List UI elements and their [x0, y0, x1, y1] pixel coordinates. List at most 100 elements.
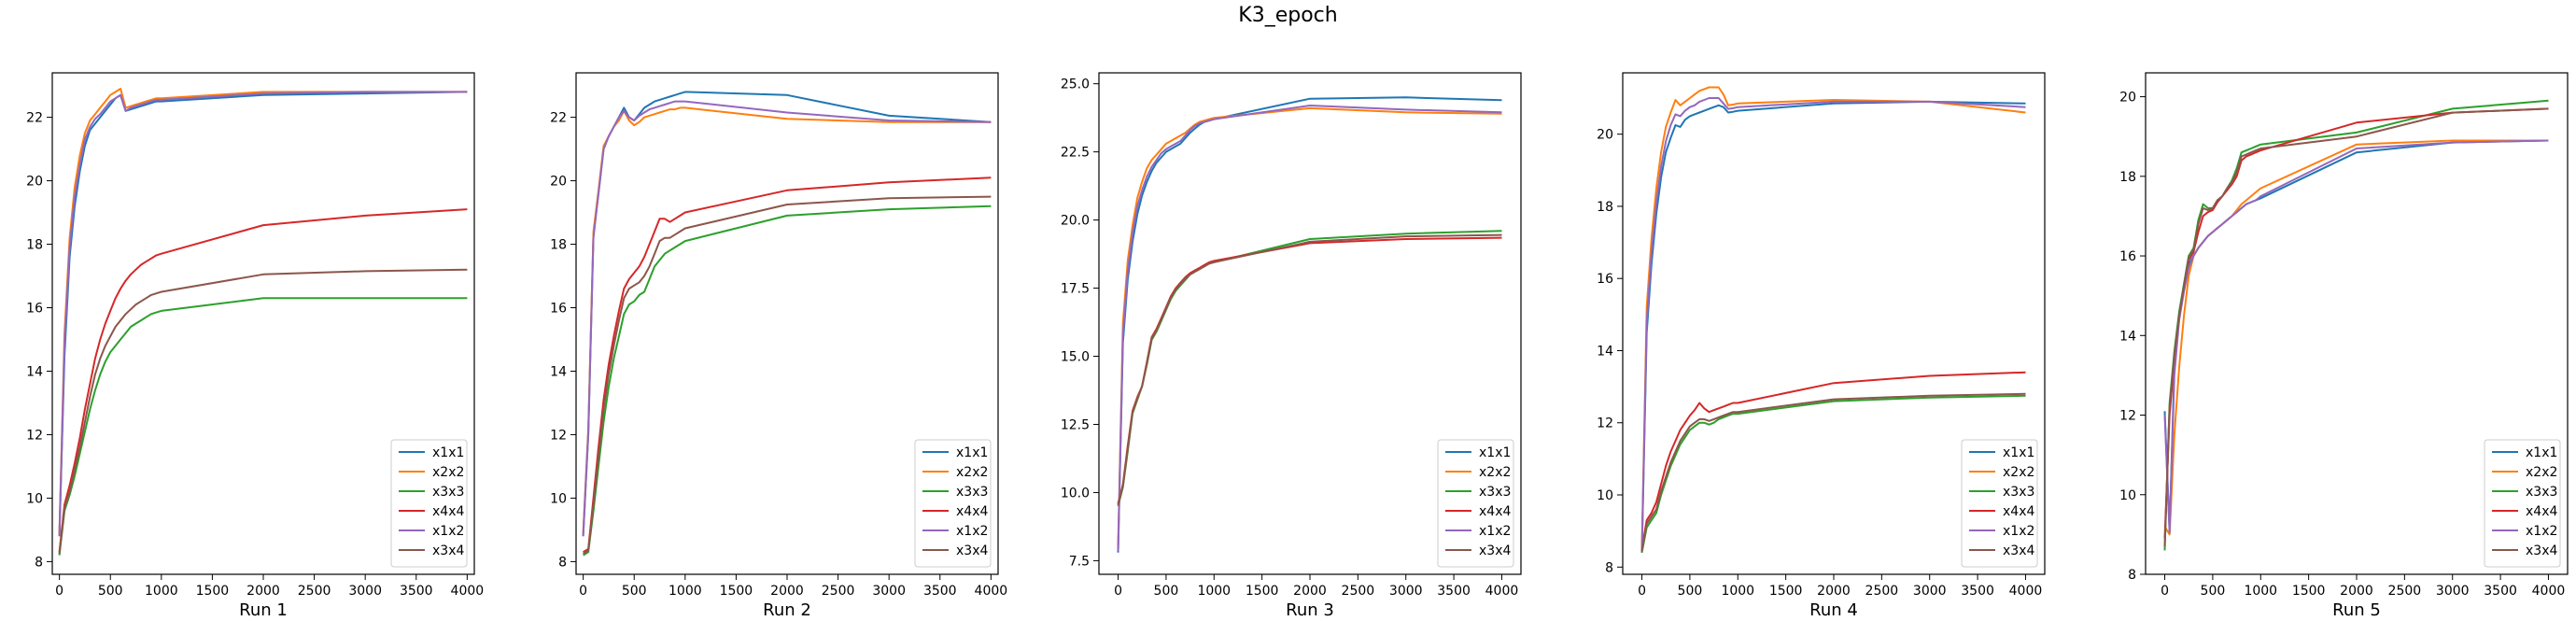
legend-label-x2x2: x2x2	[1479, 465, 1511, 480]
y-tick-label: 17.5	[1061, 282, 1090, 297]
series-line-x3x4	[2163, 107, 2549, 547]
y-tick-label: 8	[558, 555, 567, 570]
subplot-run-2: 0 500 1000 1500 2000 2500 3000 3500 4000 8 10 12 14 1…	[550, 72, 1008, 620]
x-tick-label: 4000	[975, 584, 1008, 599]
legend-label-x3x3: x3x3	[1479, 485, 1511, 500]
series-line-x2x2	[1640, 86, 2026, 550]
y-tick-label: 20	[26, 175, 43, 190]
x-tick-label: 0	[579, 584, 587, 599]
x-tick-label: 0	[1638, 584, 1646, 599]
y-tick-label: 18	[2119, 170, 2136, 185]
x-tick-label: 500	[1154, 584, 1179, 599]
x-axis-label: Run 3	[1286, 600, 1334, 620]
legend: x1x1 x2x2 x3x3 x4x4 x1x2 x3x4	[1961, 439, 2038, 568]
x-tick-label: 4000	[2009, 584, 2043, 599]
y-tick-label: 10	[1597, 488, 1613, 503]
legend-label-x3x4: x3x4	[2526, 543, 2557, 558]
legend-label-x2x2: x2x2	[956, 465, 988, 480]
axes-frame	[575, 72, 999, 575]
x-tick-label: 1000	[669, 584, 702, 599]
y-tick-label: 20	[550, 175, 567, 190]
x-tick-label: 2000	[770, 584, 804, 599]
x-tick-label: 3500	[1961, 584, 1994, 599]
x-tick-label: 0	[55, 584, 63, 599]
series-line-x4x4	[583, 176, 992, 554]
y-tick-label: 10.0	[1061, 486, 1090, 501]
x-tick-label: 2000	[246, 584, 280, 599]
y-tick-label: 18	[1597, 200, 1613, 215]
y-tick-label: 22.5	[1061, 146, 1090, 161]
series-line-x3x3	[583, 205, 992, 557]
legend-label-x1x2: x1x2	[1479, 524, 1511, 539]
x-tick-label: 2500	[1342, 584, 1375, 599]
series-line-x2x2	[58, 88, 468, 533]
y-tick-label: 16	[26, 302, 43, 317]
x-tick-label: 1500	[2292, 584, 2326, 599]
legend-label-x2x2: x2x2	[2526, 465, 2557, 480]
y-tick-label: 12.5	[1061, 417, 1090, 432]
legend-label-x1x1: x1x1	[2003, 445, 2034, 460]
y-tick-label: 14	[26, 364, 43, 379]
x-axis-label: Run 2	[763, 600, 811, 620]
legend-label-x3x4: x3x4	[956, 543, 988, 558]
x-tick-label: 1000	[1721, 584, 1754, 599]
x-tick-label: 3500	[1437, 584, 1471, 599]
x-tick-label: 3000	[348, 584, 382, 599]
subplot-run-5: 0 500 1000 1500 2000 2500 3000 3500 4000 8 10 12 14 1…	[2119, 72, 2569, 620]
legend-label-x3x4: x3x4	[1479, 543, 1511, 558]
legend-label-x1x2: x1x2	[2526, 524, 2557, 539]
legend: x1x1 x2x2 x3x3 x4x4 x1x2 x3x4	[914, 439, 992, 568]
x-tick-label: 4000	[1485, 584, 1519, 599]
y-tick-label: 8	[1605, 560, 1613, 575]
legend-label-x3x3: x3x3	[2526, 485, 2557, 500]
y-tick-label: 14	[1597, 344, 1613, 359]
x-tick-label: 2000	[1817, 584, 1851, 599]
x-tick-label: 3000	[1389, 584, 1423, 599]
y-tick-label: 20	[1597, 128, 1613, 143]
y-tick-label: 14	[550, 364, 567, 379]
y-tick-label: 8	[2128, 568, 2136, 583]
x-tick-label: 0	[2161, 584, 2169, 599]
y-tick-label: 12	[26, 428, 43, 443]
series-line-x1x2	[1640, 97, 2026, 551]
y-tick-label: 20.0	[1061, 214, 1090, 229]
x-tick-label: 1000	[1197, 584, 1231, 599]
legend: x1x1 x2x2 x3x3 x4x4 x1x2 x3x4	[390, 439, 468, 568]
subplot-run-4: 0 500 1000 1500 2000 2500 3000 3500 4000 8 10 12 14 1…	[1597, 72, 2046, 620]
x-tick-label: 500	[98, 584, 123, 599]
subplot-run-1: 0 500 1000 1500 2000 2500 3000 3500 4000 8 10 12 14 1…	[26, 72, 485, 620]
x-axis-label: Run 4	[1809, 600, 1858, 620]
y-tick-label: 12	[2119, 409, 2136, 424]
axes-frame	[2145, 72, 2569, 575]
y-tick-label: 10	[26, 491, 43, 506]
series-line-x3x4	[583, 195, 992, 555]
y-tick-label: 12	[550, 428, 567, 443]
legend-label-x1x1: x1x1	[956, 445, 988, 460]
x-tick-label: 1000	[145, 584, 178, 599]
y-tick-label: 16	[1597, 272, 1613, 287]
series-line-x1x1	[1640, 100, 2026, 553]
x-tick-label: 3500	[400, 584, 433, 599]
y-tick-label: 18	[550, 238, 567, 253]
legend-label-x1x2: x1x2	[432, 524, 464, 539]
series-line-x1x2	[1117, 105, 1502, 552]
x-tick-label: 3000	[872, 584, 906, 599]
legend-label-x4x4: x4x4	[2003, 504, 2034, 519]
y-tick-label: 15.0	[1061, 350, 1090, 365]
x-tick-label: 1000	[2244, 584, 2277, 599]
series-line-x1x2	[58, 91, 468, 537]
legend-label-x3x4: x3x4	[2003, 543, 2034, 558]
x-tick-label: 2500	[1865, 584, 1899, 599]
legend-label-x4x4: x4x4	[1479, 504, 1511, 519]
x-tick-label: 4000	[451, 584, 485, 599]
x-tick-label: 1500	[720, 584, 753, 599]
legend-label-x4x4: x4x4	[432, 504, 464, 519]
legend-label-x3x3: x3x3	[2003, 485, 2034, 500]
y-tick-label: 10	[550, 491, 567, 506]
x-tick-label: 0	[1114, 584, 1122, 599]
y-tick-label: 25.0	[1061, 78, 1090, 92]
y-tick-label: 12	[1597, 416, 1613, 431]
series-line-x3x3	[58, 297, 468, 556]
x-tick-label: 1500	[196, 584, 230, 599]
x-tick-label: 3500	[2484, 584, 2517, 599]
